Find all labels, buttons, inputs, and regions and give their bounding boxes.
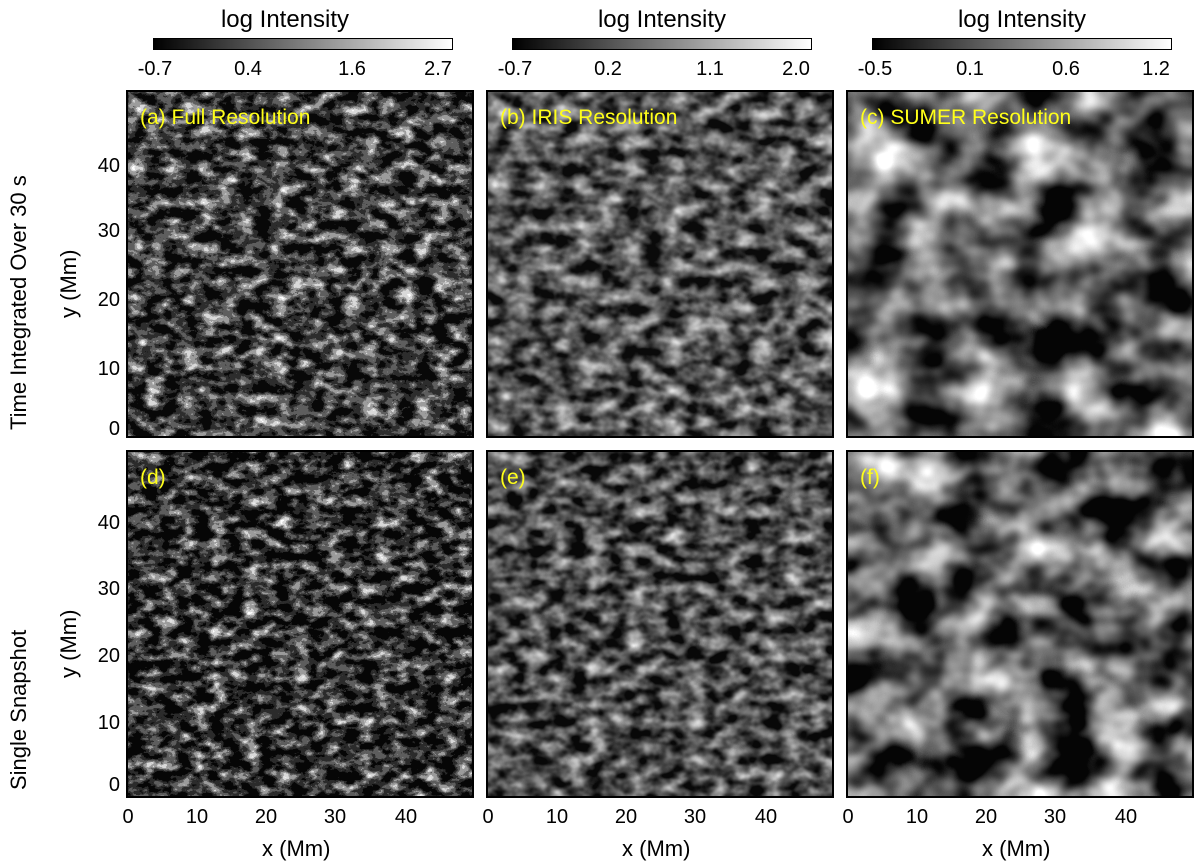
colorbar-tick: 0.1 [956,58,984,80]
panel-label: (e) [500,466,526,489]
colorbar-title: log Intensity [220,6,350,33]
colorbar-tick: 1.1 [696,58,724,80]
x-tick: 40 [394,806,418,828]
colorbar-gradient [512,38,812,50]
colorbar-tick: 1.6 [338,58,366,80]
row-title-top: Time Integrated Over 30 s [6,175,31,430]
colorbar-title: log Intensity [597,6,727,33]
x-tick: 30 [1043,806,1067,828]
colorbar-tick: 2.7 [424,58,452,80]
x-tick: 40 [754,806,778,828]
y-tick: 10 [97,712,120,734]
x-tick: 0 [482,806,494,828]
x-tick: 0 [122,806,134,828]
panel-label: (f) [860,466,880,489]
x-tick: 30 [323,806,347,828]
x-axis-label: x (Mm) [982,836,1051,861]
x-tick: 20 [254,806,278,828]
row-title-bottom: Single Snapshot [6,629,31,790]
colorbar-tick: 1.2 [1142,58,1170,80]
intensity-map [128,92,472,436]
intensity-map [488,452,832,796]
colorbar-tick: 0.2 [594,58,622,80]
y-tick: 40 [97,512,120,534]
y-axis-label-top: y (Mm) [56,249,81,318]
intensity-map [848,92,1192,436]
panel-a-full-resolution: (a) Full Resolution [126,90,474,438]
colorbar-title: log Intensity [957,6,1087,33]
colorbar-tick: 2.0 [782,58,810,80]
intensity-map [848,452,1192,796]
x-tick: 10 [185,806,209,828]
colorbar-tick: -0.7 [497,58,533,80]
colorbar-tick: -0.7 [137,58,173,80]
y-tick: 20 [97,645,120,667]
panel-e-iris-resolution-snapshot: (e) [486,450,834,798]
x-tick: 10 [545,806,569,828]
x-tick: 40 [1114,806,1138,828]
panel-label: (c) SUMER Resolution [860,106,1072,129]
colorbar-tick: 0.4 [234,58,262,80]
x-tick: 20 [974,806,998,828]
y-tick: 30 [97,578,120,600]
x-tick: 10 [905,806,929,828]
panel-d-full-resolution-snapshot: (d) [126,450,474,798]
x-tick: 20 [614,806,638,828]
x-tick: 30 [683,806,707,828]
panel-f-sumer-resolution-snapshot: (f) [846,450,1194,798]
intensity-map [128,452,472,796]
y-tick: 30 [97,220,120,242]
panel-b-iris-resolution: (b) IRIS Resolution [486,90,834,438]
x-axis-label: x (Mm) [262,836,331,861]
colorbar-gradient [153,38,453,50]
x-tick: 0 [842,806,854,828]
panel-label: (a) Full Resolution [140,106,311,129]
intensity-map [488,92,832,436]
panel-label: (b) IRIS Resolution [500,106,678,129]
colorbar-tick: 0.6 [1052,58,1080,80]
y-tick: 40 [97,155,120,177]
y-tick: 10 [97,358,120,380]
y-tick: 20 [97,289,120,311]
y-tick: 0 [108,774,120,796]
panel-label: (d) [140,466,166,489]
x-axis-label: x (Mm) [622,836,691,861]
panel-c-sumer-resolution: (c) SUMER Resolution [846,90,1194,438]
colorbar-tick: -0.5 [857,58,893,80]
y-axis-label-bottom: y (Mm) [56,609,81,678]
y-tick: 0 [108,418,120,440]
colorbar-gradient [872,38,1172,50]
